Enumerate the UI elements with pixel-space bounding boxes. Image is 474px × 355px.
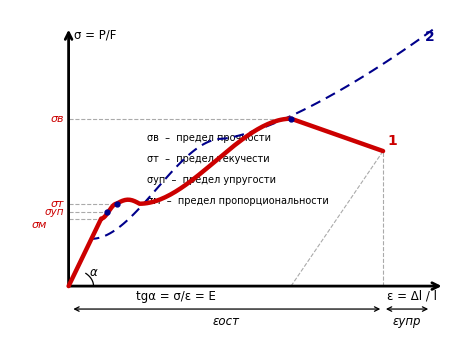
- Text: εупр: εупр: [393, 315, 421, 328]
- Text: σм: σм: [32, 220, 47, 230]
- Text: ε = Δl / l: ε = Δl / l: [387, 290, 437, 303]
- Text: σв  –  предел прочности: σв – предел прочности: [147, 132, 271, 143]
- Text: 2: 2: [425, 29, 435, 44]
- Text: σм  –  предел пропорциональности: σм – предел пропорциональности: [147, 196, 329, 206]
- Text: α: α: [90, 266, 98, 279]
- Text: σв: σв: [51, 114, 64, 124]
- Text: tgα = σ/ε = E: tgα = σ/ε = E: [136, 290, 216, 303]
- Text: σ = P/F: σ = P/F: [74, 28, 117, 41]
- Text: 1: 1: [388, 135, 397, 148]
- Text: εост: εост: [212, 315, 239, 328]
- Text: σт: σт: [51, 199, 64, 209]
- Text: σуп: σуп: [45, 207, 64, 217]
- Text: σт  –  предел текучести: σт – предел текучести: [147, 154, 270, 164]
- Text: σуп  –  предел упругости: σуп – предел упругости: [147, 175, 276, 185]
